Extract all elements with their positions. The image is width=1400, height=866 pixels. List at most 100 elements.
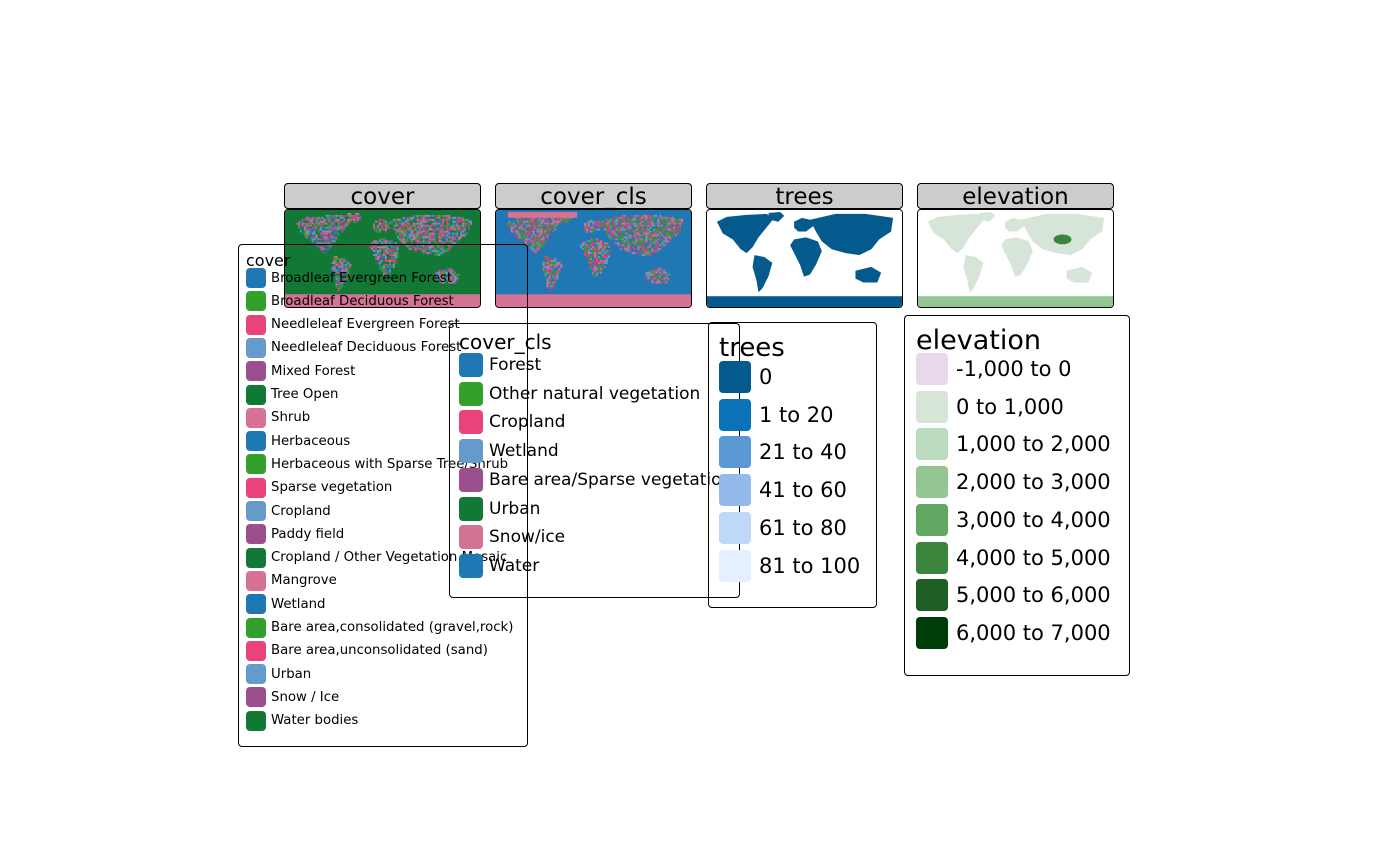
cover-pixel — [331, 216, 334, 219]
cover-cls-pixel — [645, 230, 648, 233]
cover-cls-pixel — [645, 252, 648, 255]
cover-pixel — [311, 220, 314, 223]
cover-cls-pixel — [631, 222, 634, 225]
cover-pixel — [309, 236, 312, 239]
cover-pixel — [434, 228, 437, 231]
cover-pixel — [386, 246, 389, 249]
cover-pixel — [325, 230, 328, 233]
cover-pixel — [305, 222, 308, 225]
cover-pixel — [307, 224, 310, 227]
cover-pixel — [315, 244, 318, 247]
cover-pixel — [444, 230, 447, 233]
cover-pixel — [341, 263, 344, 266]
cover-pixel — [325, 220, 328, 223]
cover-pixel — [452, 273, 455, 276]
cover-cls-pixel — [657, 273, 660, 276]
cover-pixel — [430, 254, 433, 257]
cover-cls-pixel — [677, 232, 680, 235]
cover-cls-pixel — [623, 240, 626, 243]
cover-cls-pixel — [635, 214, 638, 217]
cover-cls-pixel — [522, 236, 525, 239]
cover-pixel — [444, 238, 447, 241]
cover-pixel — [442, 244, 445, 247]
legend-item-elevation: 1,000 to 2,000 — [916, 428, 1111, 461]
cover-pixel — [394, 244, 397, 247]
cover-cls-pixel — [586, 248, 589, 251]
cover-pixel — [456, 277, 459, 280]
cover-pixel — [438, 216, 441, 219]
cover-pixel — [331, 261, 334, 264]
cover-cls-pixel — [645, 224, 648, 227]
cover-cls-pixel — [552, 226, 555, 229]
cover-pixel — [333, 226, 336, 229]
cover-pixel — [410, 244, 413, 247]
cover-pixel — [309, 232, 312, 235]
cover-pixel — [309, 218, 312, 221]
cover-pixel — [404, 234, 407, 237]
cover-cls-pixel — [510, 228, 513, 231]
cover-pixel — [434, 216, 437, 219]
legend-label: 21 to 40 — [759, 440, 847, 465]
elevation-antarctica — [918, 296, 1113, 307]
legend-label: 0 — [759, 365, 773, 389]
cover-cls-pixel — [677, 224, 680, 227]
cover-pixel — [432, 228, 435, 231]
cover-cls-pixel — [582, 250, 585, 253]
cover-cls-pixel — [663, 275, 666, 278]
cover-cls-pixel — [592, 224, 594, 227]
cover-pixel — [377, 226, 380, 229]
cover-pixel — [446, 226, 449, 229]
legend-label: 6,000 to 7,000 — [956, 620, 1111, 645]
cover-pixel — [434, 244, 437, 247]
legend-label: 4,000 to 5,000 — [956, 545, 1111, 570]
cover-cls-pixel — [530, 234, 533, 237]
cover-cls-pixel — [597, 252, 600, 255]
cover-cls-pixel — [659, 236, 662, 239]
cover-cls-pixel — [625, 242, 628, 245]
cover-pixel — [325, 224, 328, 227]
cover-pixel — [341, 261, 344, 264]
cover-cls-pixel — [661, 267, 664, 270]
cover-cls-pixel — [538, 244, 541, 247]
cover-pixel — [315, 222, 318, 225]
cover-cls-pixel — [554, 279, 557, 282]
cover-cls-pixel — [552, 279, 555, 282]
cover-cls-pixel — [586, 230, 589, 233]
cover-cls-pixel — [546, 277, 549, 280]
cover-pixel — [382, 254, 385, 257]
cover-pixel — [343, 281, 346, 284]
cover-pixel — [331, 234, 334, 237]
cover-pixel — [452, 269, 455, 272]
legend-label: Forest — [489, 355, 542, 375]
cover-cls-pixel — [584, 250, 587, 253]
cover-cls-pixel — [530, 248, 533, 251]
cover-cls-pixel — [655, 242, 658, 245]
cover-pixel — [384, 244, 387, 247]
cover-pixel — [456, 232, 459, 235]
cover-cls-pixel — [643, 228, 646, 231]
cover-cls-pixel — [649, 242, 652, 245]
cover-cls-pixel — [590, 267, 593, 270]
cover-cls-pixel — [536, 220, 539, 223]
cover-cls-pixel — [613, 230, 616, 233]
cover-pixel — [448, 244, 451, 247]
cover-cls-pixel — [601, 246, 604, 249]
cover-cls-pixel — [617, 236, 620, 239]
cover-pixel — [333, 261, 336, 264]
cover-cls-pixel — [595, 263, 598, 266]
cover-pixel — [386, 273, 389, 276]
cover-pixel — [382, 273, 385, 276]
cover-pixel — [329, 230, 332, 233]
cover-cls-pixel — [669, 236, 672, 239]
cover-pixel — [335, 228, 338, 231]
cover-pixel — [428, 248, 431, 251]
cover-pixel — [408, 244, 411, 247]
cover-pixel — [295, 222, 298, 225]
cover-pixel — [394, 258, 397, 260]
cover-cls-pixel — [651, 269, 654, 272]
cover-cls-pixel — [592, 242, 594, 245]
cover-cls-pixel — [599, 263, 602, 266]
cover-cls-pixel — [593, 238, 596, 241]
cover-cls-pixel — [647, 216, 650, 219]
